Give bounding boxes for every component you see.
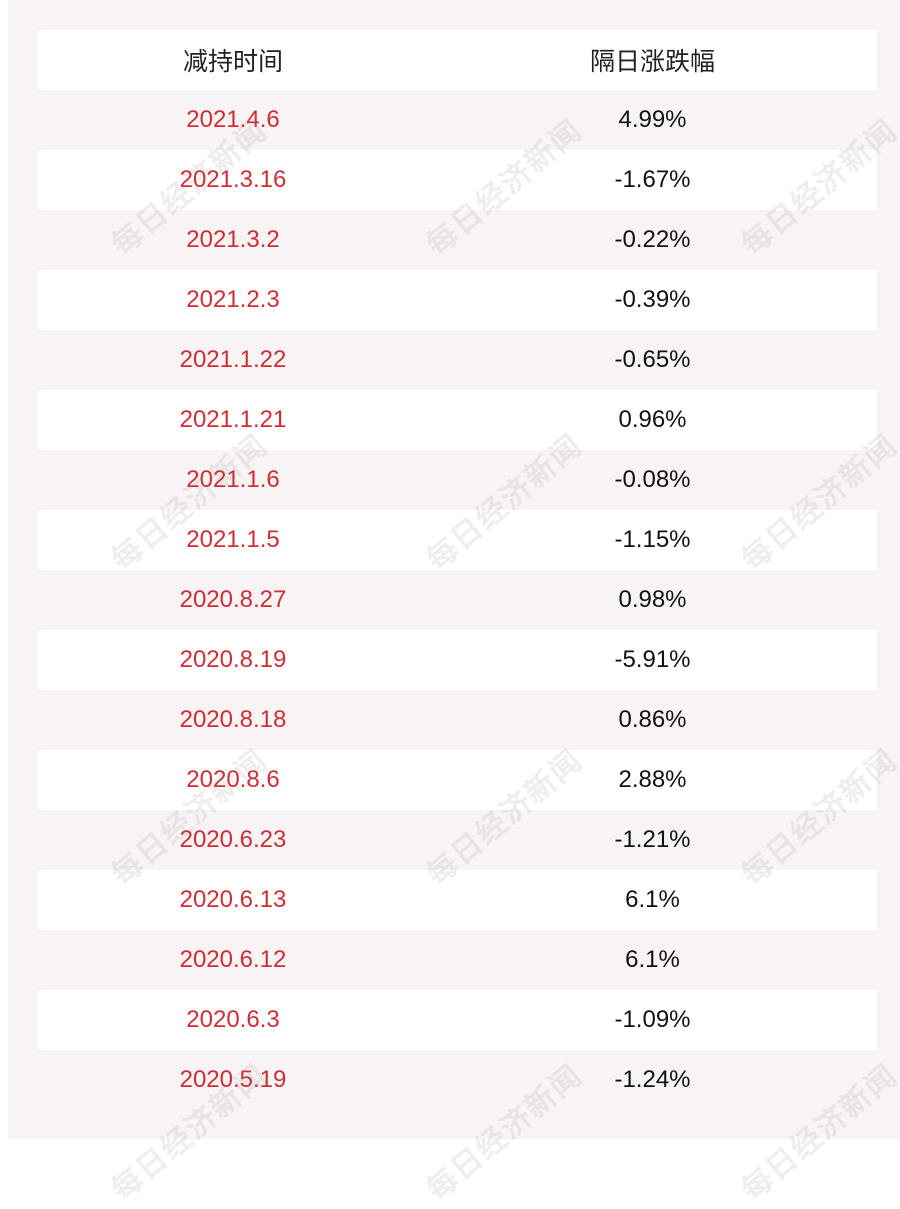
change-cell: 0.86% xyxy=(618,706,687,733)
date-cell: 2021.1.6 xyxy=(186,466,280,493)
header-change: 隔日涨跌幅 xyxy=(589,47,715,76)
reduction-table: 减持时间 隔日涨跌幅 2021.4.6 4.99% 2021.3.16 -1.67% 2… xyxy=(38,30,877,1110)
table-row: 2020.8.6 2.88% xyxy=(38,750,877,810)
date-cell: 2020.6.13 xyxy=(179,886,287,913)
change-cell: 4.99% xyxy=(618,106,687,133)
change-cell: 0.98% xyxy=(618,586,687,613)
date-cell: 2020.8.18 xyxy=(179,706,287,733)
change-cell: -1.21% xyxy=(614,826,691,853)
date-cell: 2021.3.2 xyxy=(186,226,280,253)
table-row: 2021.2.3 -0.39% xyxy=(38,270,877,330)
change-cell: -0.22% xyxy=(614,226,691,253)
table-row: 2020.6.12 6.1% xyxy=(38,930,877,990)
change-cell: 6.1% xyxy=(625,886,680,913)
table-row: 2020.5.19 -1.24% xyxy=(38,1050,877,1110)
date-cell: 2021.1.5 xyxy=(186,526,280,553)
table-row: 2020.8.27 0.98% xyxy=(38,570,877,630)
date-cell: 2020.8.27 xyxy=(179,586,287,613)
date-cell: 2020.8.19 xyxy=(179,646,287,673)
date-cell: 2021.2.3 xyxy=(186,286,280,313)
date-cell: 2021.4.6 xyxy=(186,106,280,133)
date-cell: 2020.8.6 xyxy=(186,766,280,793)
table-row: 2021.3.16 -1.67% xyxy=(38,150,877,210)
table-row: 2020.8.18 0.86% xyxy=(38,690,877,750)
table-row: 2020.8.19 -5.91% xyxy=(38,630,877,690)
change-cell: -0.39% xyxy=(614,286,691,313)
change-cell: -1.67% xyxy=(614,166,691,193)
table-header-row: 减持时间 隔日涨跌幅 xyxy=(38,30,877,90)
change-cell: 0.96% xyxy=(618,406,687,433)
date-cell: 2021.1.22 xyxy=(179,346,287,373)
change-cell: -1.24% xyxy=(614,1066,691,1093)
date-cell: 2020.6.12 xyxy=(179,946,287,973)
table-row: 2021.4.6 4.99% xyxy=(38,90,877,150)
change-cell: -0.08% xyxy=(614,466,691,493)
table-row: 2020.6.23 -1.21% xyxy=(38,810,877,870)
change-cell: 6.1% xyxy=(625,946,680,973)
table-row: 2021.1.6 -0.08% xyxy=(38,450,877,510)
change-cell: -1.09% xyxy=(614,1006,691,1033)
table-row: 2021.1.21 0.96% xyxy=(38,390,877,450)
change-cell: -1.15% xyxy=(614,526,691,553)
table-row: 2021.1.22 -0.65% xyxy=(38,330,877,390)
table-row: 2020.6.13 6.1% xyxy=(38,870,877,930)
table-row: 2020.6.3 -1.09% xyxy=(38,990,877,1050)
date-cell: 2020.6.3 xyxy=(186,1006,280,1033)
change-cell: -0.65% xyxy=(614,346,691,373)
date-cell: 2020.6.23 xyxy=(179,826,287,853)
date-cell: 2021.1.21 xyxy=(179,406,287,433)
change-cell: -5.91% xyxy=(614,646,691,673)
date-cell: 2021.3.16 xyxy=(179,166,287,193)
table-row: 2021.3.2 -0.22% xyxy=(38,210,877,270)
date-cell: 2020.5.19 xyxy=(179,1066,287,1093)
table-row: 2021.1.5 -1.15% xyxy=(38,510,877,570)
header-date: 减持时间 xyxy=(182,47,283,76)
change-cell: 2.88% xyxy=(618,766,687,793)
